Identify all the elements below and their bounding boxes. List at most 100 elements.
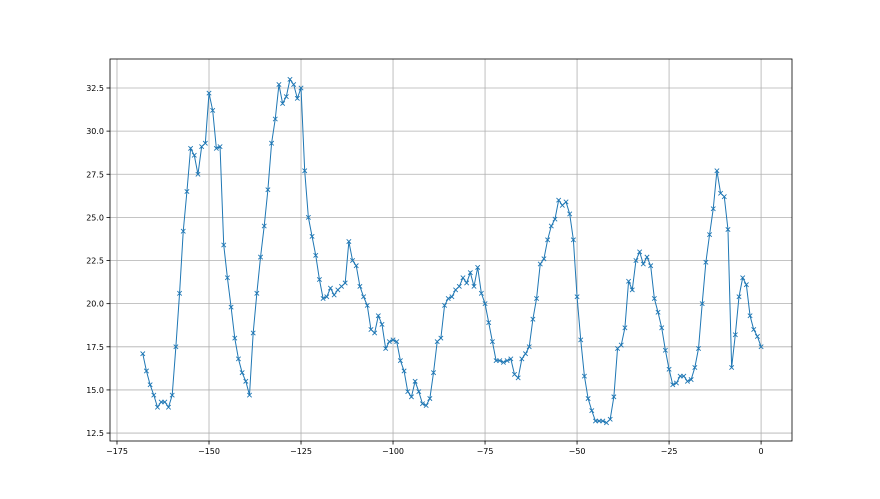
data-point-marker <box>581 373 587 379</box>
data-point-marker <box>250 330 256 336</box>
data-point-marker <box>442 302 448 308</box>
data-point-marker <box>585 396 591 402</box>
data-point-marker <box>188 145 194 151</box>
data-point-marker <box>258 254 264 260</box>
y-axis: 12.5 15.0 17.5 20.0 22.5 25.0 27.5 30.0 32.5 <box>86 84 110 438</box>
data-point-marker <box>445 295 451 302</box>
data-point-marker <box>265 187 271 193</box>
data-point-marker <box>655 309 661 315</box>
data-point-marker <box>147 382 153 388</box>
data-point-marker <box>570 237 576 243</box>
data-point-marker <box>684 378 690 384</box>
data-point-marker <box>596 418 602 424</box>
grid <box>110 59 792 441</box>
data-point-marker <box>280 100 286 107</box>
data-point-marker <box>430 370 437 376</box>
data-point-marker <box>460 275 466 281</box>
x-tick-label: −100 <box>382 447 404 456</box>
data-point-marker <box>508 356 514 362</box>
data-point-marker <box>416 389 422 395</box>
data-point-marker <box>497 358 503 364</box>
data-point-marker <box>169 392 175 398</box>
data-point-marker <box>725 226 731 232</box>
data-point-marker <box>651 295 657 302</box>
data-point-marker <box>213 145 219 151</box>
data-point-marker <box>243 378 249 384</box>
data-point-marker <box>552 216 558 222</box>
data-point-marker <box>464 280 470 286</box>
x-tick-label: −50 <box>569 447 586 456</box>
data-point-marker <box>500 359 506 365</box>
data-point-marker <box>478 290 484 296</box>
data-point-marker <box>412 378 418 384</box>
data-point-marker <box>578 337 584 343</box>
data-point-marker <box>210 107 216 113</box>
data-point-marker <box>681 373 687 379</box>
data-point-marker <box>158 399 164 405</box>
data-point-marker <box>394 339 400 345</box>
data-point-marker <box>375 313 381 319</box>
data-point-marker <box>272 116 278 122</box>
data-point-marker <box>154 404 160 410</box>
data-point-marker <box>140 351 146 357</box>
data-point-marker <box>754 333 760 339</box>
data-point-marker <box>246 392 253 398</box>
data-point-marker <box>408 394 414 400</box>
data-point-marker <box>589 408 595 414</box>
data-point-marker <box>541 256 547 262</box>
x-tick-label: −125 <box>290 447 312 456</box>
data-point-marker <box>353 263 359 269</box>
data-point-marker <box>291 82 297 88</box>
data-point-marker <box>611 394 617 400</box>
data-point-marker <box>390 337 396 343</box>
data-point-marker <box>298 85 304 91</box>
data-point-marker <box>405 389 411 395</box>
data-point-marker <box>195 171 201 177</box>
data-point-marker <box>419 401 425 407</box>
data-point-marker <box>287 76 293 82</box>
data-point-marker <box>659 325 665 331</box>
data-point-marker <box>486 320 492 326</box>
data-point-marker <box>695 346 702 352</box>
x-tick-label: −175 <box>106 447 128 456</box>
data-point-marker <box>489 339 495 345</box>
data-point-marker <box>364 302 370 308</box>
data-point-marker <box>206 90 212 96</box>
data-point-marker <box>471 283 477 289</box>
data-point-marker <box>313 252 319 258</box>
data-point-marker <box>151 392 157 398</box>
data-point-marker <box>545 237 551 243</box>
data-point-marker <box>758 344 764 350</box>
data-point-marker <box>224 275 230 281</box>
data-point-marker <box>217 144 223 150</box>
data-point-marker <box>751 327 757 333</box>
data-point-marker <box>703 259 709 265</box>
data-point-marker <box>184 188 190 195</box>
data-point-marker <box>309 233 315 239</box>
y-tick-label: 25.0 <box>86 213 104 222</box>
data-point-marker <box>261 223 267 229</box>
data-point-marker <box>302 168 308 174</box>
data-point-marker <box>269 140 275 146</box>
y-tick-label: 27.5 <box>86 170 104 179</box>
data-point-marker <box>600 418 606 424</box>
x-tick-label: −75 <box>477 447 494 456</box>
data-point-marker <box>283 94 289 100</box>
data-point-marker <box>276 82 282 88</box>
data-point-marker <box>493 358 499 364</box>
data-point-marker <box>747 313 753 319</box>
data-point-marker <box>743 282 749 288</box>
y-tick-label: 22.5 <box>86 257 104 266</box>
data-point-marker <box>475 264 481 270</box>
x-axis: −175 −150 −125 −100 −75 −50 −25 0 <box>106 441 764 456</box>
data-point-marker <box>383 346 389 352</box>
data-point-marker <box>607 416 613 422</box>
data-point-marker <box>401 368 407 374</box>
data-point-marker <box>449 294 455 300</box>
data-point-marker <box>530 316 536 322</box>
y-tick-label: 32.5 <box>86 84 104 93</box>
data-point-marker <box>670 382 676 388</box>
plot-frame <box>109 58 793 442</box>
data-point-marker <box>232 335 238 341</box>
y-tick-label: 17.5 <box>86 343 104 352</box>
